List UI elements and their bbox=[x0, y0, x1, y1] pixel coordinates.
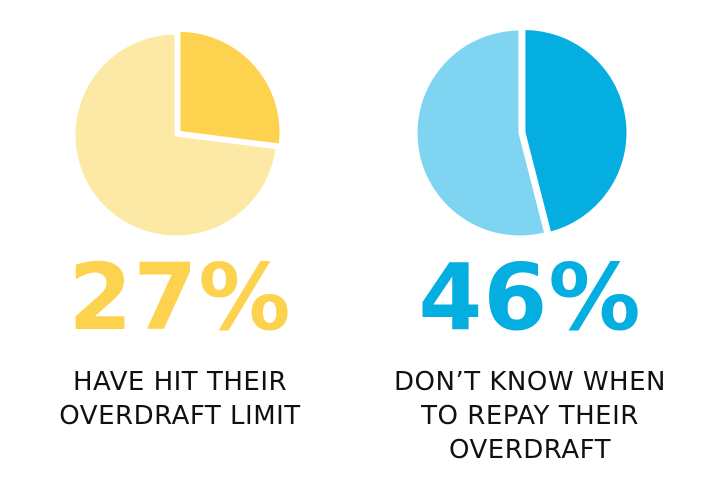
pie-chart-repay-unknown bbox=[414, 26, 630, 239]
caption-line: OVERDRAFT bbox=[449, 435, 611, 465]
caption-line: HAVE HIT THEIR bbox=[72, 367, 288, 397]
pie-slice-highlight bbox=[522, 26, 630, 235]
stat-caption: DON’T KNOW WHEN TO REPAY THEIR OVERDRAFT bbox=[365, 365, 695, 467]
pie-slice-remainder bbox=[72, 31, 279, 239]
caption-line: TO REPAY THEIR bbox=[421, 401, 639, 431]
pie-slice-remainder bbox=[414, 27, 548, 239]
caption-line: OVERDRAFT LIMIT bbox=[59, 401, 301, 431]
pie-chart-overdraft-limit bbox=[72, 28, 283, 239]
pie-slice-highlight bbox=[177, 28, 283, 147]
caption-line: DON’T KNOW WHEN bbox=[394, 367, 666, 397]
stat-caption: HAVE HIT THEIR OVERDRAFT LIMIT bbox=[20, 365, 340, 433]
percentage-value: 46% bbox=[418, 244, 642, 351]
percentage-value: 27% bbox=[68, 244, 292, 351]
